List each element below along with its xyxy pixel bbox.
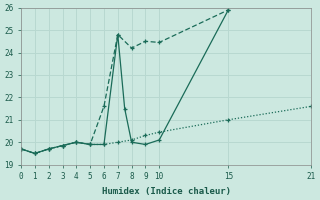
X-axis label: Humidex (Indice chaleur): Humidex (Indice chaleur): [102, 187, 231, 196]
